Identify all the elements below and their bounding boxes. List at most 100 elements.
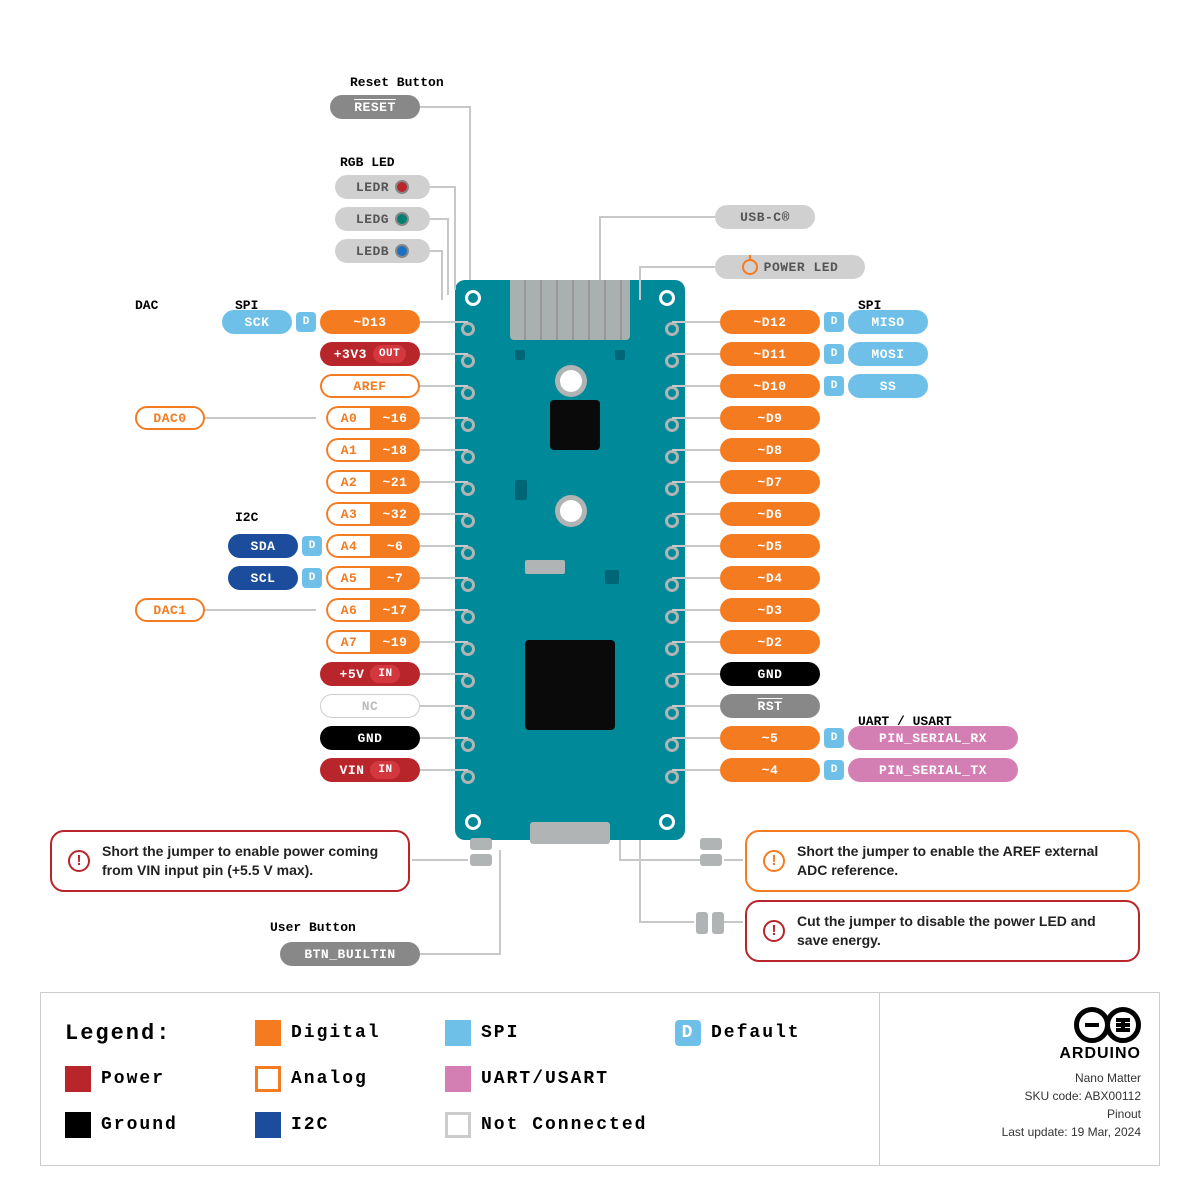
pill-power-led: POWER LED: [715, 255, 865, 279]
default-chip: D: [302, 536, 322, 556]
left-pin-row-5: A2~21: [326, 470, 420, 494]
rgb-row-LEDR: LEDR: [335, 175, 430, 199]
left-pin-row-10: A7~19: [326, 630, 420, 654]
legend-digital: Digital: [255, 1020, 435, 1046]
right-pin-row-8: ~D4: [720, 566, 820, 590]
arduino-logo: [898, 1007, 1141, 1043]
jumper-pled: [696, 912, 724, 934]
legend-default: DDefault: [675, 1020, 855, 1046]
default-chip: D: [824, 376, 844, 396]
mount-hole-bl: [465, 814, 481, 830]
smd-component: [605, 570, 619, 584]
legend-main: Legend: Digital SPI DDefault Power Analo…: [41, 993, 880, 1165]
default-chip: D: [824, 760, 844, 780]
section-label-userbtn: User Button: [270, 920, 356, 935]
pinout-diagram: Reset Button RESET RGB LED LEDRLEDGLEDB …: [0, 0, 1200, 1196]
legend-i2c: I2C: [255, 1112, 435, 1138]
note-pled-text: Cut the jumper to disable the power LED …: [797, 912, 1122, 950]
note-aref: ! Short the jumper to enable the AREF ex…: [745, 830, 1140, 892]
right-pin-row-5: ~D7: [720, 470, 820, 494]
mount-hole-br: [659, 814, 675, 830]
pill-btn-builtin: BTN_BUILTIN: [280, 942, 420, 966]
left-pin-row-7: SDADA4~6: [228, 534, 420, 558]
right-pin-row-2: ~D10DSS: [720, 374, 928, 398]
product-sku: SKU code: ABX00112: [898, 1087, 1141, 1105]
alert-icon: !: [763, 850, 785, 872]
left-pin-row-0: SCKD~D13: [222, 310, 420, 334]
jumper-vin: [470, 838, 492, 866]
section-label-dac: DAC: [135, 298, 158, 313]
note-vin: ! Short the jumper to enable power comin…: [50, 830, 410, 892]
mount-hole-tl: [465, 290, 481, 306]
section-label-rgb: RGB LED: [340, 155, 395, 170]
right-pin-row-11: GND: [720, 662, 820, 686]
jumper-aref: [700, 838, 722, 866]
section-label-spi-r: SPI: [858, 298, 881, 313]
power-led-icon: [742, 259, 758, 275]
user-btn-physical: [560, 500, 582, 522]
product-updated: Last update: 19 Mar, 2024: [898, 1123, 1141, 1141]
reset-btn-physical: [560, 370, 582, 392]
rgb-row-LEDB: LEDB: [335, 239, 430, 263]
right-pin-row-0: ~D12DMISO: [720, 310, 928, 334]
smd-component: [615, 350, 625, 360]
right-pin-row-3: ~D9: [720, 406, 820, 430]
default-chip: D: [824, 312, 844, 332]
note-pled: ! Cut the jumper to disable the power LE…: [745, 900, 1140, 962]
right-pin-row-14: ~4DPIN_SERIAL_TX: [720, 758, 1018, 782]
right-pin-row-10: ~D2: [720, 630, 820, 654]
left-pin-row-1: +3V3OUT: [320, 342, 420, 366]
legend-ground: Ground: [65, 1112, 245, 1138]
rgb-row-LEDG: LEDG: [335, 207, 430, 231]
legend-uart: UART/USART: [445, 1066, 665, 1092]
note-vin-text: Short the jumper to enable power coming …: [102, 842, 392, 880]
usb-c-port: [530, 822, 610, 844]
default-chip: D: [824, 728, 844, 748]
right-pin-row-13: ~5DPIN_SERIAL_RX: [720, 726, 1018, 750]
right-pin-row-9: ~D3: [720, 598, 820, 622]
left-pin-row-3: A0~16: [326, 406, 420, 430]
section-label-i2c: I2C: [235, 510, 258, 525]
board-illustration: [455, 280, 685, 840]
left-pin-row-2: AREF: [320, 374, 420, 398]
arduino-wordmark: ARDUINO: [898, 1045, 1141, 1063]
right-pin-row-4: ~D8: [720, 438, 820, 462]
right-pin-row-1: ~D11DMOSI: [720, 342, 928, 366]
secondary-chip: [525, 640, 615, 730]
default-chip: D: [296, 312, 316, 332]
right-pin-row-12: RST: [720, 694, 820, 718]
left-pin-row-9: A6~17: [326, 598, 420, 622]
power-led-text: POWER LED: [764, 260, 839, 275]
left-pin-row-14: VININ: [320, 758, 420, 782]
left-pin-row-8: SCLDA5~7: [228, 566, 420, 590]
mcu-chip: [550, 400, 600, 450]
left-pin-row-4: A1~18: [326, 438, 420, 462]
mount-hole-tr: [659, 290, 675, 306]
legend-power: Power: [65, 1066, 245, 1092]
smd-component: [515, 350, 525, 360]
section-label-reset: Reset Button: [350, 75, 444, 90]
right-pin-row-7: ~D5: [720, 534, 820, 558]
rf-shield: [510, 280, 630, 340]
left-pin-row-6: A3~32: [326, 502, 420, 526]
note-aref-text: Short the jumper to enable the AREF exte…: [797, 842, 1122, 880]
default-chip: D: [302, 568, 322, 588]
smd-component: [525, 560, 565, 574]
default-chip: D: [824, 344, 844, 364]
section-label-uart: UART / USART: [858, 714, 952, 729]
pill-usbc: USB-C®: [715, 205, 815, 229]
left-pin-row-13: GND: [320, 726, 420, 750]
legend-side: ARDUINO Nano Matter SKU code: ABX00112 P…: [880, 993, 1159, 1165]
legend-nc: Not Connected: [445, 1112, 665, 1138]
left-pin-row-12: NC: [320, 694, 420, 718]
legend-spi: SPI: [445, 1020, 665, 1046]
legend-analog: Analog: [255, 1066, 435, 1092]
product-doc: Pinout: [898, 1105, 1141, 1123]
alert-icon: !: [763, 920, 785, 942]
legend: Legend: Digital SPI DDefault Power Analo…: [40, 992, 1160, 1166]
left-pin-row-11: +5VIN: [320, 662, 420, 686]
dac-label-DAC1: DAC1: [135, 598, 205, 622]
right-pin-row-6: ~D6: [720, 502, 820, 526]
smd-component: [515, 480, 527, 500]
pill-reset: RESET: [330, 95, 420, 119]
